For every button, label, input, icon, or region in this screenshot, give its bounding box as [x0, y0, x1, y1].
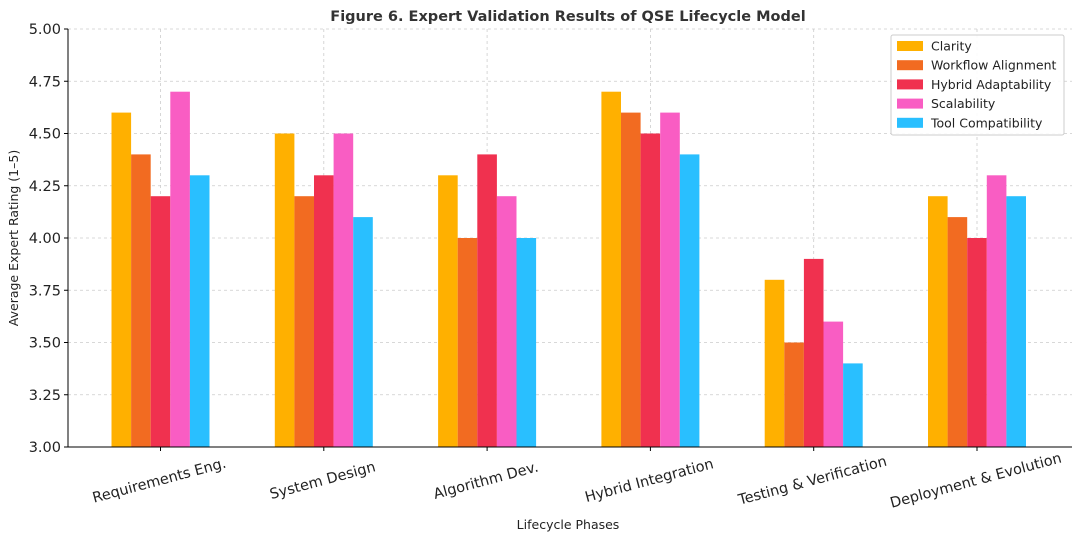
- bar-clarity-2: [438, 175, 458, 448]
- y-ticks: 3.00 3.25 3.50 3.75 4.00 4.25 4.50 4.75 5.00: [29, 22, 68, 456]
- bar-scalability-0: [170, 91, 190, 447]
- y-tick-label: 4.25: [29, 179, 61, 195]
- x-axis-label: Lifecycle Phases: [517, 517, 620, 532]
- legend-box: [890, 34, 1065, 136]
- x-tick-label: Testing & Verification: [736, 454, 889, 509]
- bar-hybrid-adaptability-5: [967, 238, 987, 447]
- bar-clarity-5: [928, 196, 948, 447]
- x-tick-label: Deployment & Evolution: [888, 451, 1063, 512]
- y-tick-label: 5.00: [29, 22, 61, 38]
- x-tick-label: Requirements Eng.: [91, 456, 228, 507]
- bar-scalability-3: [660, 112, 680, 447]
- legend-label: Hybrid Adaptability: [931, 77, 1052, 92]
- bar-workflow-alignment-1: [294, 196, 314, 447]
- bar-scalability-5: [986, 175, 1007, 448]
- bar-clarity-3: [601, 91, 621, 447]
- x-tick-label: Hybrid Integration: [583, 456, 715, 506]
- bar-workflow-alignment-2: [457, 238, 478, 447]
- legend-label: Scalability: [931, 96, 996, 111]
- bar-workflow-alignment-0: [131, 154, 151, 447]
- y-axis-label: Average Expert Rating (1–5): [6, 150, 21, 326]
- bar-hybrid-adaptability-0: [150, 196, 171, 447]
- bars: [111, 91, 1026, 448]
- bar-hybrid-adaptability-4: [803, 258, 824, 447]
- legend-swatch: [897, 117, 923, 128]
- x-ticks: Requirements Eng. System Design Algorithm …: [91, 447, 1063, 512]
- bar-hybrid-adaptability-1: [314, 175, 334, 448]
- bar-scalability-4: [823, 321, 844, 447]
- bar-scalability-1: [333, 133, 354, 447]
- y-tick-label: 3.50: [29, 336, 61, 352]
- bar-tool-compatibility-2: [516, 238, 537, 447]
- y-tick-label: 4.75: [29, 74, 61, 90]
- y-tick-label: 3.75: [29, 283, 61, 299]
- legend-swatch: [897, 41, 923, 51]
- legend-swatch: [897, 98, 923, 109]
- legend-swatch: [897, 60, 923, 71]
- bar-hybrid-adaptability-2: [477, 154, 497, 447]
- bar-tool-compatibility-5: [1006, 196, 1026, 447]
- y-tick-label: 3.00: [29, 440, 61, 456]
- y-tick-label: 4.00: [29, 231, 61, 247]
- x-tick-label: System Design: [268, 459, 377, 503]
- y-tick-label: 3.25: [29, 388, 61, 404]
- legend-label: Workflow Alignment: [931, 58, 1057, 73]
- legend: Clarity Workflow Alignment Hybrid Adaptabi…: [890, 34, 1065, 136]
- bar-clarity-0: [111, 112, 132, 447]
- legend-label: Tool Compatibility: [930, 115, 1043, 130]
- bar-clarity-1: [274, 133, 295, 447]
- bar-workflow-alignment-5: [947, 217, 968, 447]
- bar-hybrid-adaptability-3: [640, 133, 661, 447]
- bar-tool-compatibility-3: [679, 154, 700, 447]
- bar-tool-compatibility-0: [189, 175, 210, 448]
- chart-title: Figure 6. Expert Validation Results of Q…: [330, 9, 805, 25]
- bar-tool-compatibility-1: [353, 217, 373, 447]
- bar-workflow-alignment-3: [621, 112, 641, 447]
- legend-swatch: [897, 79, 923, 90]
- bar-scalability-2: [496, 196, 517, 447]
- bar-clarity-4: [764, 279, 785, 447]
- y-tick-label: 4.50: [29, 127, 61, 143]
- bar-workflow-alignment-4: [784, 342, 804, 447]
- bar-tool-compatibility-4: [843, 363, 863, 447]
- x-tick-label: Algorithm Dev.: [432, 459, 540, 502]
- legend-label: Clarity: [931, 39, 972, 54]
